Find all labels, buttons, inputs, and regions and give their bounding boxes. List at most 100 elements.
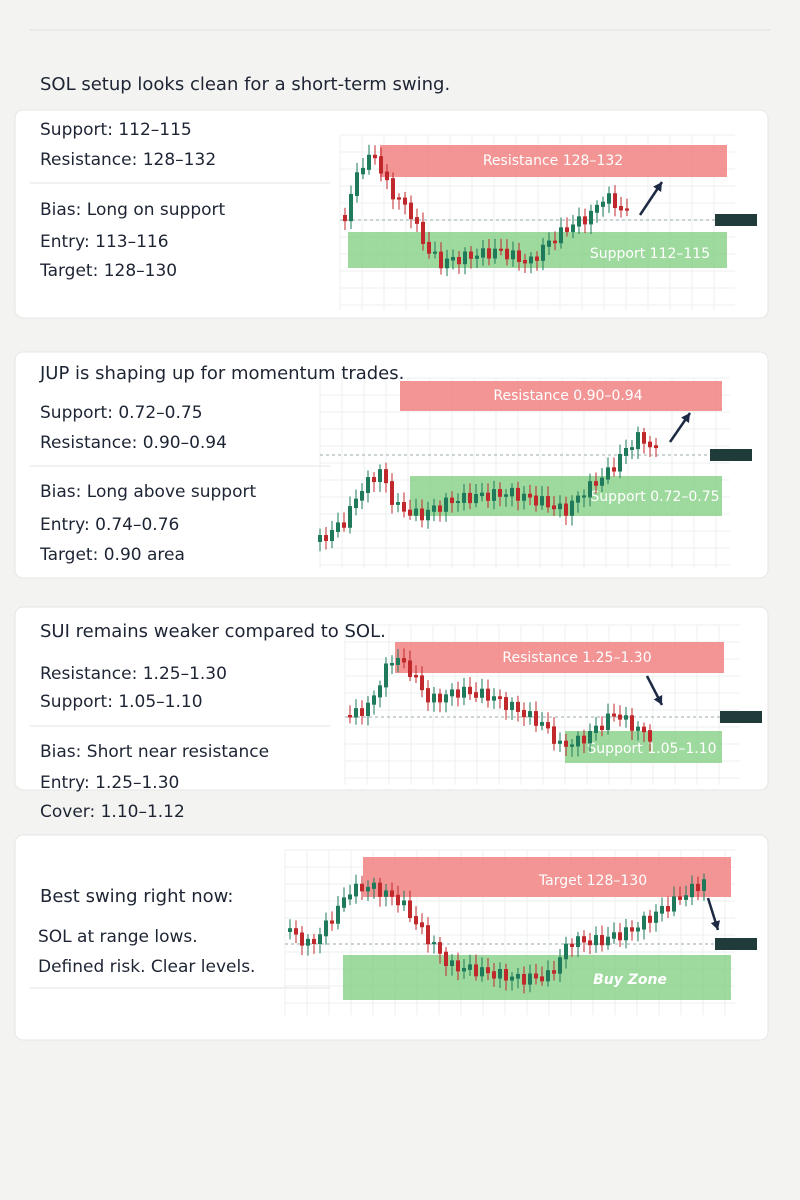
candle xyxy=(630,447,634,451)
candle xyxy=(373,154,377,159)
section-line: Entry: 0.74–0.76 xyxy=(40,515,179,535)
candle xyxy=(354,883,358,897)
candle xyxy=(330,529,334,541)
candle xyxy=(618,714,622,720)
candle xyxy=(481,248,485,258)
candle xyxy=(612,713,616,717)
candle xyxy=(528,493,532,498)
candle xyxy=(474,964,478,977)
candle xyxy=(336,905,340,924)
zone-label: Support 0.72–0.75 xyxy=(590,489,719,505)
candle xyxy=(324,920,328,937)
candle xyxy=(498,969,502,979)
candle xyxy=(516,487,520,501)
zone xyxy=(380,145,727,177)
texts: SOL setup looks clean for a short-term s… xyxy=(38,74,450,977)
candle xyxy=(348,506,352,528)
candle xyxy=(594,725,598,733)
candle xyxy=(474,692,478,698)
candle xyxy=(330,920,334,924)
candle xyxy=(402,900,406,906)
section-line: Support: 1.05–1.10 xyxy=(40,692,203,712)
candle xyxy=(420,922,424,928)
candle xyxy=(354,708,358,718)
candle xyxy=(589,210,593,225)
section-line: Entry: 1.25–1.30 xyxy=(40,773,179,793)
candle xyxy=(480,492,484,497)
candle xyxy=(564,503,568,516)
candle xyxy=(408,660,412,677)
price-tag xyxy=(715,938,757,950)
candle xyxy=(553,240,557,244)
candle xyxy=(390,662,394,666)
candle xyxy=(606,936,610,946)
candle xyxy=(630,927,634,932)
candle xyxy=(570,500,574,516)
candle xyxy=(660,905,664,914)
candle xyxy=(612,932,616,939)
candle xyxy=(565,227,569,233)
candle xyxy=(684,895,688,900)
candle xyxy=(456,500,460,504)
candle xyxy=(480,688,484,698)
section-line: Support: 112–115 xyxy=(40,120,192,140)
candle xyxy=(546,970,550,982)
candle xyxy=(534,495,538,506)
candle xyxy=(702,879,706,892)
candle xyxy=(522,493,526,501)
candle xyxy=(516,701,520,712)
candle xyxy=(432,693,436,703)
candle xyxy=(541,244,545,261)
candle xyxy=(414,508,418,516)
zone-label: Target 128–130 xyxy=(538,873,647,889)
section-line: Defined risk. Clear levels. xyxy=(38,957,255,977)
candle xyxy=(402,502,406,512)
candle xyxy=(378,469,382,483)
candle xyxy=(420,675,424,691)
candle xyxy=(510,701,514,710)
candle xyxy=(504,697,508,710)
arrow-head xyxy=(653,695,663,705)
candle xyxy=(456,689,460,698)
candle xyxy=(390,481,394,505)
candle xyxy=(636,726,640,731)
candle xyxy=(576,735,580,747)
candle xyxy=(690,883,694,898)
zone xyxy=(395,642,724,673)
candle xyxy=(414,674,418,678)
candle xyxy=(384,469,388,484)
price-tag xyxy=(715,214,757,226)
candle xyxy=(318,535,322,542)
candle xyxy=(529,256,533,264)
candle xyxy=(300,932,304,946)
candle xyxy=(384,890,388,897)
zone xyxy=(400,381,722,411)
candle xyxy=(318,934,322,945)
candle xyxy=(619,206,623,211)
candle xyxy=(583,216,587,225)
candle xyxy=(379,156,383,174)
candle xyxy=(588,940,592,946)
candle xyxy=(624,927,628,941)
candle xyxy=(577,216,581,227)
candle xyxy=(414,916,418,925)
candle xyxy=(594,481,598,486)
candle xyxy=(438,942,442,954)
candle xyxy=(522,709,526,718)
candle xyxy=(613,193,617,209)
candle xyxy=(570,744,574,747)
candle xyxy=(582,735,586,744)
candle xyxy=(420,508,424,521)
candle xyxy=(408,900,412,919)
candle xyxy=(343,215,347,222)
candle xyxy=(438,505,442,512)
candle xyxy=(427,241,431,254)
candle xyxy=(349,193,353,222)
candle xyxy=(558,957,562,974)
candle xyxy=(450,960,454,967)
candle xyxy=(678,896,682,900)
candle xyxy=(444,497,448,512)
candle xyxy=(294,928,298,935)
candle xyxy=(582,936,586,943)
candle xyxy=(445,258,449,269)
